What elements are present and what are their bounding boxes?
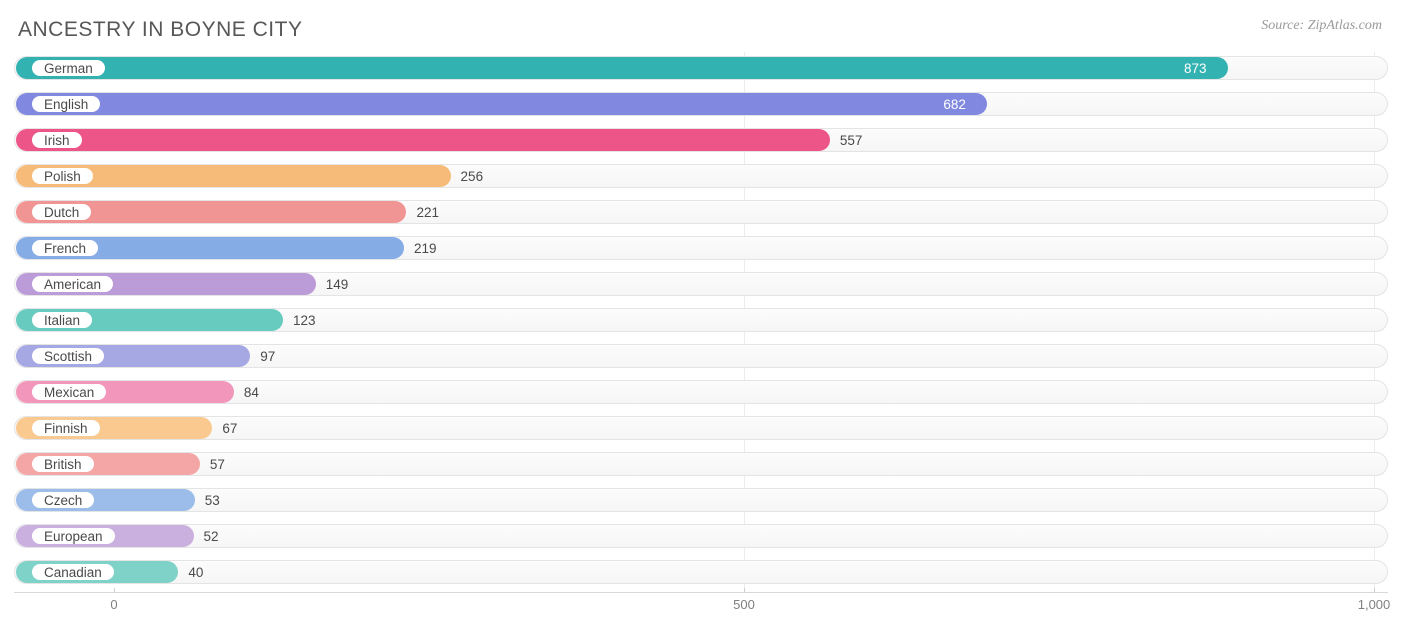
bar-value-label: 256 bbox=[461, 160, 484, 192]
bar-value-label: 123 bbox=[293, 304, 316, 336]
category-pill: English bbox=[30, 94, 102, 114]
bar-track bbox=[14, 416, 1388, 440]
bar-value-label: 52 bbox=[204, 520, 219, 552]
bar-row: German 873 bbox=[14, 52, 1392, 84]
category-pill: German bbox=[30, 58, 107, 78]
bar-track bbox=[14, 560, 1388, 584]
bar-value-label: 53 bbox=[205, 484, 220, 516]
bar-row: French 219 bbox=[14, 232, 1392, 264]
bar-value-label: 67 bbox=[222, 412, 237, 444]
bar-row: European 52 bbox=[14, 520, 1392, 552]
category-pill: Canadian bbox=[30, 562, 116, 582]
bar-row: Finnish 67 bbox=[14, 412, 1392, 444]
bar-value-label: 221 bbox=[416, 196, 439, 228]
bar-track bbox=[14, 524, 1388, 548]
chart-source: Source: ZipAtlas.com bbox=[1261, 18, 1382, 34]
axis-tick-label: 0 bbox=[110, 597, 117, 612]
bar-row: Italian 123 bbox=[14, 304, 1392, 336]
bar-fill bbox=[16, 57, 1228, 79]
category-pill: Scottish bbox=[30, 346, 106, 366]
bar-fill bbox=[16, 129, 830, 151]
bar-row: Irish 557 bbox=[14, 124, 1392, 156]
bar-value-label: 682 bbox=[943, 88, 966, 120]
axis-tick bbox=[1374, 588, 1375, 593]
axis-tick-label: 1,000 bbox=[1358, 597, 1391, 612]
chart-title: ANCESTRY IN BOYNE CITY bbox=[18, 18, 302, 42]
category-pill: Dutch bbox=[30, 202, 93, 222]
bar-row: American 149 bbox=[14, 268, 1392, 300]
bar-row: British 57 bbox=[14, 448, 1392, 480]
category-pill: Irish bbox=[30, 130, 84, 150]
bar-value-label: 149 bbox=[326, 268, 349, 300]
category-pill: American bbox=[30, 274, 115, 294]
category-pill: Polish bbox=[30, 166, 95, 186]
bar-track bbox=[14, 488, 1388, 512]
bar-row: Canadian 40 bbox=[14, 556, 1392, 588]
category-pill: Mexican bbox=[30, 382, 108, 402]
bar-value-label: 40 bbox=[188, 556, 203, 588]
bar-row: Dutch 221 bbox=[14, 196, 1392, 228]
bar-value-label: 97 bbox=[260, 340, 275, 372]
bar-value-label: 84 bbox=[244, 376, 259, 408]
category-pill: French bbox=[30, 238, 100, 258]
bar-row: Mexican 84 bbox=[14, 376, 1392, 408]
bar-row: Scottish 97 bbox=[14, 340, 1392, 372]
bar-value-label: 873 bbox=[1184, 52, 1207, 84]
category-pill: European bbox=[30, 526, 117, 546]
bar-row: English 682 bbox=[14, 88, 1392, 120]
chart-plot-area: German 873 English 682 Irish 557 Polish 256 Dutc… bbox=[0, 52, 1406, 588]
bar-value-label: 557 bbox=[840, 124, 863, 156]
chart-header: ANCESTRY IN BOYNE CITY Source: ZipAtlas.… bbox=[0, 0, 1406, 52]
category-pill: Finnish bbox=[30, 418, 102, 438]
category-pill: Czech bbox=[30, 490, 96, 510]
axis-tick bbox=[114, 588, 115, 593]
category-pill: Italian bbox=[30, 310, 94, 330]
bar-row: Polish 256 bbox=[14, 160, 1392, 192]
bar-value-label: 57 bbox=[210, 448, 225, 480]
axis-tick-label: 500 bbox=[733, 597, 755, 612]
x-axis: 0 500 1,000 bbox=[14, 592, 1388, 622]
axis-tick bbox=[744, 588, 745, 593]
category-pill: British bbox=[30, 454, 96, 474]
bar-value-label: 219 bbox=[414, 232, 437, 264]
bar-fill bbox=[16, 93, 987, 115]
bar-row: Czech 53 bbox=[14, 484, 1392, 516]
